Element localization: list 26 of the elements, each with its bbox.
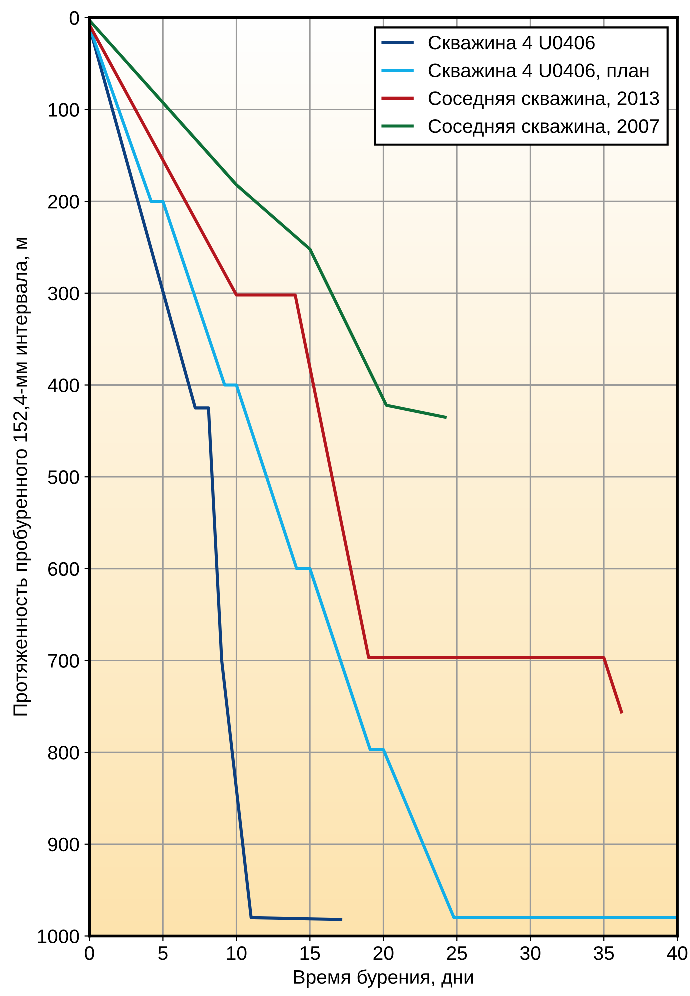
y-tick-label: 0	[70, 11, 80, 26]
legend-label: Скважина 4 U0406	[428, 36, 595, 50]
legend-label: Соседняя скважина, 2013	[428, 92, 660, 110]
y-tick-label: 1000	[38, 930, 80, 944]
x-tick-label: 30	[520, 946, 541, 960]
y-tick-label: 900	[48, 838, 80, 852]
x-tick-label: 0	[85, 946, 94, 960]
y-tick-label: 500	[48, 470, 80, 484]
y-tick-label: 300	[48, 286, 80, 301]
legend-label: Скважина 4 U0406, план	[428, 64, 649, 80]
x-tick-label: 40	[667, 946, 688, 960]
y-tick-label: 200	[48, 195, 80, 209]
y-tick-label: 100	[49, 103, 80, 117]
y-tick-label: 400	[48, 378, 80, 392]
y-tick-label: 700	[48, 654, 80, 668]
x-tick-label: 35	[594, 946, 614, 960]
x-tick-label: 5	[158, 946, 168, 960]
y-axis-title: Протяженность пробуренного 152,4-мм интервала, м	[12, 238, 32, 716]
x-tick-label: 15	[300, 946, 320, 960]
x-tick-label: 10	[227, 946, 247, 960]
x-tick-label: 25	[447, 946, 468, 960]
x-axis-title: Время бурения, дни	[294, 970, 474, 988]
y-tick-label: 600	[48, 562, 80, 576]
legend-label: Соседняя скважина, 2007	[428, 119, 660, 137]
x-tick-label: 20	[374, 946, 394, 960]
y-tick-label: 800	[48, 746, 80, 760]
